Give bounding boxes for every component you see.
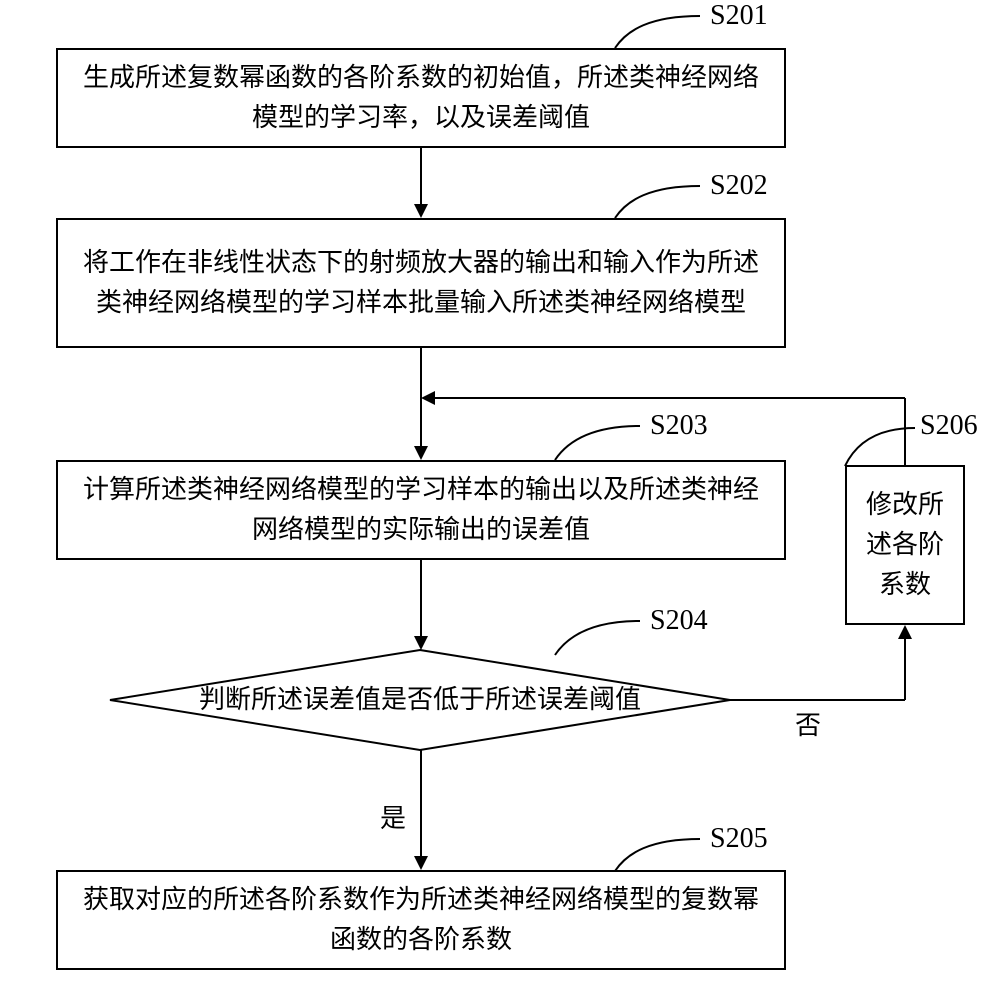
leader-s201 (615, 10, 795, 50)
node-s201: 生成所述复数幂函数的各阶系数的初始值，所述类神经网络模型的学习率，以及误差阈值 (56, 48, 786, 148)
label-s205: S205 (710, 823, 768, 855)
edge-s206-loop (421, 390, 931, 470)
node-s205-text: 获取对应的所述各阶系数作为所述类神经网络模型的复数幂函数的各阶系数 (72, 880, 770, 961)
label-s201: S201 (710, 0, 768, 32)
node-s201-text: 生成所述复数幂函数的各阶系数的初始值，所述类神经网络模型的学习率，以及误差阈值 (72, 58, 770, 139)
edge-s204-s205 (411, 750, 431, 872)
edge-s201-s202 (411, 148, 431, 220)
node-s202-text: 将工作在非线性状态下的射频放大器的输出和输入作为所述类神经网络模型的学习样本批量… (72, 243, 770, 324)
node-s206: 修改所述各阶系数 (845, 465, 965, 625)
node-s203-text: 计算所述类神经网络模型的学习样本的输出以及所述类神经网络模型的实际输出的误差值 (72, 470, 770, 551)
edge-s203-s204 (411, 560, 431, 652)
node-s204-text: 判断所述误差值是否低于所述误差阈值 (199, 682, 641, 718)
node-s205: 获取对应的所述各阶系数作为所述类神经网络模型的复数幂函数的各阶系数 (56, 870, 786, 970)
leader-s202 (615, 180, 795, 220)
leader-s205 (615, 833, 795, 873)
edge-no-label: 否 (795, 705, 821, 742)
label-s204: S204 (650, 605, 708, 637)
flowchart-canvas: 生成所述复数幂函数的各阶系数的初始值，所述类神经网络模型的学习率，以及误差阈值 … (0, 0, 1000, 993)
edge-yes-label: 是 (380, 798, 406, 835)
label-s202: S202 (710, 170, 768, 202)
leader-s204 (555, 615, 735, 657)
edge-s204-s206 (730, 620, 930, 720)
node-s203: 计算所述类神经网络模型的学习样本的输出以及所述类神经网络模型的实际输出的误差值 (56, 460, 786, 560)
node-s206-text: 修改所述各阶系数 (855, 485, 955, 606)
node-s202: 将工作在非线性状态下的射频放大器的输出和输入作为所述类神经网络模型的学习样本批量… (56, 218, 786, 348)
node-s204: 判断所述误差值是否低于所述误差阈值 (110, 650, 730, 750)
